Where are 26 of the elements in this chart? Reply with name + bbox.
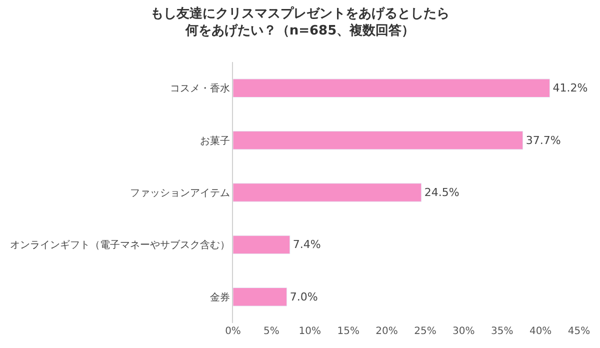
data-label: 24.5% [424,186,460,200]
bar [233,130,524,150]
data-label: 37.7% [526,134,561,147]
bar [233,78,550,98]
data-label: 7.0% [290,290,318,304]
chart-title: もし友達にクリスマスプレゼントをあげるとしたら何をあげたい？（n=685、複数回答） [150,5,450,38]
x-tick-label: 40% [529,326,552,337]
y-tick-label: オンラインギフト（電子マネーやサブスク含む） [10,239,230,252]
x-tick-label: 25% [414,326,436,337]
bar [233,183,422,202]
y-tick-label: 金券 [210,291,230,304]
x-tick-label: 45% [568,326,590,337]
x-tick-label: 15% [337,326,360,337]
x-tick-label: 10% [298,326,322,337]
data-label: 41.2% [552,82,588,95]
x-tick-label: 30% [452,326,475,337]
x-tick-label: 35% [490,326,514,337]
y-tick-label: コスメ・香水 [170,82,230,95]
data-label: 7.4% [292,238,321,252]
x-tick-label: 20% [376,326,398,337]
bar [233,288,288,306]
x-tick-label: 0% [225,326,241,337]
x-tick-label: 5% [264,326,280,337]
bar [233,235,290,254]
y-tick-label: お菓子 [200,134,230,147]
y-tick-label: ファッションアイテム [130,188,230,199]
